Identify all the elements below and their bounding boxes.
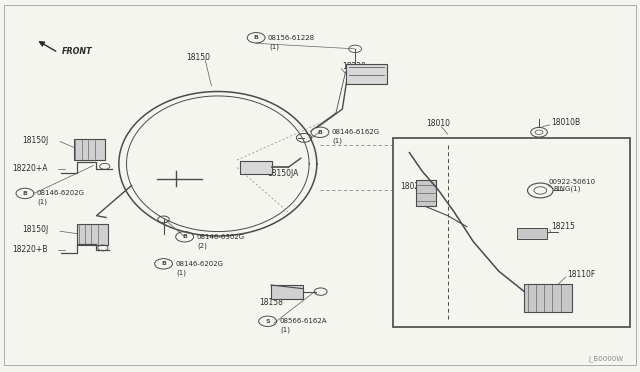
Text: 08156-61228: 08156-61228 <box>268 35 315 41</box>
Text: 08146-6302G: 08146-6302G <box>196 234 244 240</box>
Text: 18010: 18010 <box>427 119 451 128</box>
Text: 18150J: 18150J <box>22 136 48 145</box>
Text: 18150: 18150 <box>186 52 210 61</box>
Text: (1): (1) <box>269 43 279 49</box>
Text: 08146-6202G: 08146-6202G <box>36 190 84 196</box>
Text: 00922-50610: 00922-50610 <box>548 179 596 185</box>
Text: RING(1): RING(1) <box>554 186 581 192</box>
Text: 18220+A: 18220+A <box>12 164 48 173</box>
Text: 08566-6162A: 08566-6162A <box>279 318 326 324</box>
Text: (1): (1) <box>176 269 186 276</box>
Text: J_B0000W: J_B0000W <box>588 355 623 362</box>
Text: B: B <box>182 234 187 239</box>
FancyBboxPatch shape <box>271 285 303 299</box>
Text: 18220+B: 18220+B <box>12 244 47 253</box>
Text: (2): (2) <box>197 242 207 248</box>
Text: (1): (1) <box>38 199 48 205</box>
FancyBboxPatch shape <box>240 161 272 174</box>
Text: S: S <box>266 319 270 324</box>
Text: 18220: 18220 <box>342 62 366 71</box>
FancyBboxPatch shape <box>516 228 547 238</box>
Text: B: B <box>22 191 28 196</box>
Text: 18215: 18215 <box>551 222 575 231</box>
FancyBboxPatch shape <box>74 138 105 160</box>
Text: 08146-6202G: 08146-6202G <box>175 261 223 267</box>
Bar <box>394 138 630 327</box>
Text: 18158: 18158 <box>259 298 284 307</box>
Text: 18010B: 18010B <box>551 118 580 127</box>
Text: 18150J: 18150J <box>22 225 48 234</box>
FancyBboxPatch shape <box>416 180 436 206</box>
Text: FRONT: FRONT <box>61 48 92 57</box>
Text: B: B <box>253 35 259 40</box>
Text: (1): (1) <box>333 138 343 144</box>
Text: 08146-6162G: 08146-6162G <box>332 129 380 135</box>
Text: (1): (1) <box>280 327 291 333</box>
FancyBboxPatch shape <box>346 64 387 84</box>
FancyBboxPatch shape <box>77 224 108 245</box>
Text: 18021: 18021 <box>400 182 424 190</box>
Text: B: B <box>317 130 323 135</box>
Text: B: B <box>161 261 166 266</box>
Text: 18150JA: 18150JA <box>268 169 299 177</box>
FancyBboxPatch shape <box>524 284 572 312</box>
Text: 18110F: 18110F <box>567 270 595 279</box>
